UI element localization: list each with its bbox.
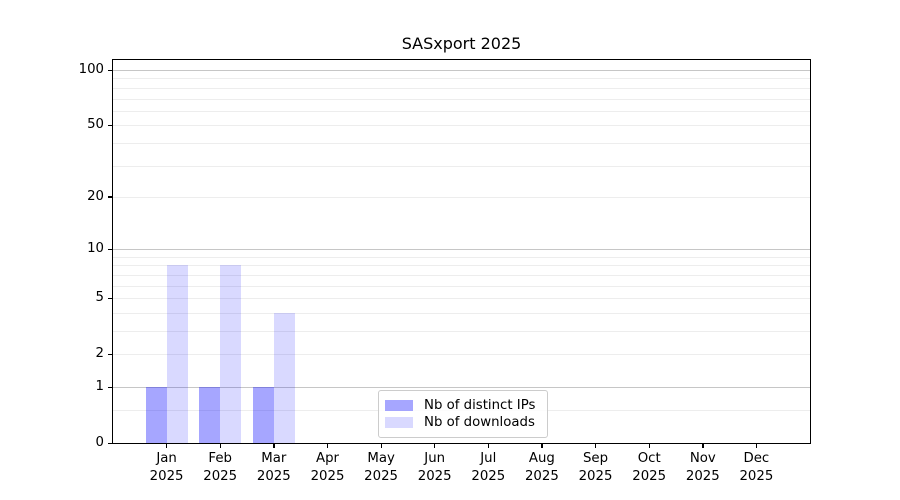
x-tick — [327, 443, 329, 448]
y-tick-label-50: 50 — [87, 117, 104, 133]
x-tick-label-apr: Apr 2025 — [300, 450, 356, 485]
x-tick-label-feb: Feb 2025 — [192, 450, 248, 485]
y-tick — [108, 124, 113, 126]
y-tick — [108, 297, 113, 299]
gridline-minor — [113, 331, 810, 332]
x-tick — [380, 443, 382, 448]
bar-downloads-feb — [220, 265, 242, 443]
x-tick — [273, 443, 275, 448]
gridline-minor — [113, 196, 810, 198]
x-tick — [434, 443, 436, 448]
x-label-year: 2025 — [364, 468, 399, 484]
gridline-minor — [113, 298, 810, 300]
y-tick — [108, 386, 113, 388]
x-tick-label-nov: Nov 2025 — [675, 450, 731, 485]
x-tick-label-dec: Dec 2025 — [728, 450, 784, 485]
x-label-month: Feb — [208, 451, 232, 466]
y-tick-label-0: 0 — [95, 435, 104, 450]
x-label-month: Jul — [480, 451, 497, 466]
x-label-month: Apr — [315, 451, 339, 466]
legend: Nb of distinct IPs Nb of downloads — [378, 390, 548, 438]
legend-label-downloads: Nb of downloads — [424, 415, 535, 430]
x-label-month: Jan — [156, 451, 177, 466]
legend-swatch-downloads — [385, 417, 413, 428]
legend-swatch-distinct-ips — [385, 400, 413, 411]
gridline-minor — [113, 285, 810, 287]
gridline-major — [113, 70, 810, 71]
bar-downloads-jan — [166, 265, 188, 443]
x-label-month: Dec — [743, 451, 770, 466]
x-label-month: Mar — [261, 451, 287, 466]
y-tick — [108, 69, 113, 71]
x-tick-label-jun: Jun 2025 — [407, 450, 463, 485]
y-tick — [108, 196, 113, 198]
bar-distinct-ips-jan — [145, 387, 167, 443]
y-tick-label-5: 5 — [95, 290, 104, 306]
x-label-year: 2025 — [310, 468, 345, 484]
x-label-year: 2025 — [471, 468, 506, 484]
bar-distinct-ips-feb — [199, 387, 221, 443]
x-tick-label-mar: Mar 2025 — [246, 450, 302, 485]
chart-title: SASxport 2025 — [401, 34, 522, 53]
x-label-year: 2025 — [149, 468, 184, 484]
y-tick-label-100: 100 — [78, 62, 104, 77]
x-label-year: 2025 — [417, 468, 452, 484]
gridline-minor — [113, 354, 810, 356]
x-tick-label-sep: Sep 2025 — [568, 450, 624, 485]
gridline-minor — [113, 125, 810, 127]
legend-item-downloads: Nb of downloads — [385, 414, 539, 431]
x-tick-label-jan: Jan 2025 — [139, 450, 195, 485]
x-label-month: Aug — [528, 451, 555, 466]
x-label-month: May — [367, 451, 395, 466]
x-tick — [219, 443, 221, 448]
gridline-minor — [113, 274, 810, 276]
x-label-month: Nov — [689, 451, 716, 466]
x-label-month: Jun — [424, 451, 446, 466]
gridline-minor — [113, 256, 810, 258]
y-tick — [108, 248, 113, 250]
x-tick-label-jul: Jul 2025 — [460, 450, 516, 485]
x-label-year: 2025 — [524, 468, 559, 484]
legend-label-distinct-ips: Nb of distinct IPs — [424, 398, 536, 413]
gridline-minor — [113, 110, 810, 112]
x-tick — [595, 443, 597, 448]
y-tick-label-20: 20 — [87, 188, 104, 204]
x-label-year: 2025 — [632, 468, 667, 484]
y-tick-label-1: 1 — [95, 379, 104, 394]
gridline-minor — [113, 312, 810, 314]
y-tick-label-2: 2 — [95, 346, 104, 362]
x-tick — [755, 443, 758, 448]
gridline-minor — [113, 142, 810, 144]
bar-distinct-ips-mar — [252, 387, 274, 443]
x-label-year: 2025 — [256, 468, 291, 484]
x-tick-label-aug: Aug 2025 — [514, 450, 570, 485]
x-label-year: 2025 — [203, 468, 238, 484]
x-label-month: Oct — [637, 451, 661, 466]
legend-item-distinct-ips: Nb of distinct IPs — [385, 397, 539, 414]
x-label-month: Sep — [582, 451, 609, 466]
x-tick — [541, 443, 543, 448]
x-tick-label-oct: Oct 2025 — [621, 450, 677, 485]
x-tick-label-may: May 2025 — [353, 450, 409, 485]
gridline-minor — [113, 165, 810, 167]
gridline-major — [113, 387, 810, 388]
plot-area: 0 1 2 5 10 20 50 100 Jan 2025 Feb 2025 Mar 2025 Apr 202… — [79, 59, 811, 484]
x-label-year: 2025 — [739, 468, 774, 484]
bar-downloads-mar — [273, 312, 295, 443]
y-tick-label-10: 10 — [87, 241, 104, 257]
gridline-minor — [113, 98, 810, 100]
x-tick — [166, 443, 168, 448]
x-tick — [702, 443, 704, 448]
x-tick — [648, 443, 650, 448]
x-label-year: 2025 — [685, 468, 720, 484]
x-tick — [487, 443, 490, 448]
y-tick — [108, 442, 113, 444]
gridline-major — [113, 249, 810, 251]
gridline-minor — [113, 78, 810, 80]
y-tick — [108, 353, 113, 355]
gridline-minor — [113, 265, 810, 267]
gridline-minor — [113, 87, 810, 89]
x-label-year: 2025 — [578, 468, 613, 484]
